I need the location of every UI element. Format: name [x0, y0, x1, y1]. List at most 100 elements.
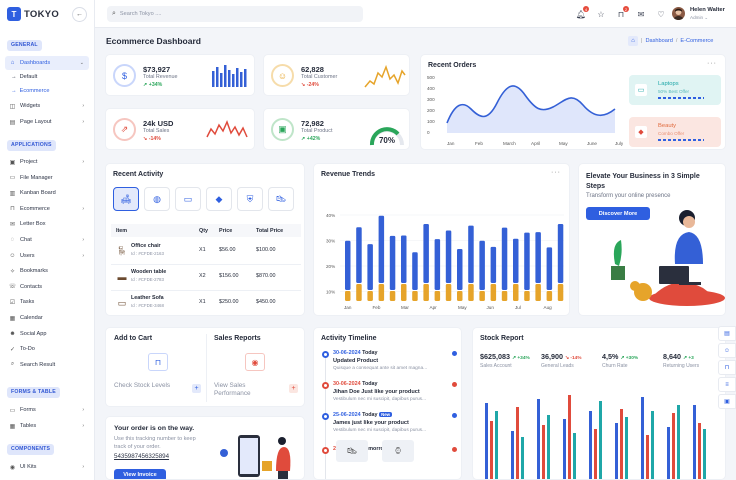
revenue-bar-secondary: [367, 291, 373, 301]
item-total: $870.00: [256, 273, 276, 279]
sales-report-icon[interactable]: ◉: [245, 353, 265, 371]
item-name: Wooden table: [131, 269, 167, 275]
search-input[interactable]: ⌕ Search Tokyo ....: [107, 6, 363, 22]
timeline-dot: [322, 351, 329, 358]
table-row[interactable]: 🪑︎ Office chair Id : #CFDE-2163 X1 $56.00 $10…: [111, 240, 301, 265]
gauge-value: 70%: [379, 136, 395, 145]
revenue-bar-secondary: [389, 291, 396, 301]
tracking-number[interactable]: 5435987456325894: [114, 453, 170, 460]
shoe-image: 👟︎: [336, 440, 368, 462]
nav-app-label: Ecommerce: [20, 205, 50, 212]
nav-app-kanban-board[interactable]: ▥ Kanban Board: [5, 186, 89, 200]
plus-icon[interactable]: +: [289, 384, 298, 393]
nav-app-bookmarks[interactable]: ✧ Bookmarks: [5, 264, 89, 278]
category-icon[interactable]: 🛋︎: [113, 187, 139, 211]
timeline-dot: [322, 382, 329, 389]
stat-label: Total Sales: [143, 128, 170, 134]
category-icon[interactable]: ⛨: [237, 187, 263, 211]
avatar[interactable]: [672, 7, 685, 20]
side-tool-chart[interactable]: ▤: [718, 326, 736, 341]
nav-app-ecommerce[interactable]: ⊓ Ecommerce ›: [5, 202, 89, 216]
side-tool-user[interactable]: ☺: [718, 343, 736, 358]
nav-tables[interactable]: ▦ Tables ›: [5, 419, 89, 433]
check-stock-link[interactable]: Check Stock Levels: [114, 382, 171, 389]
breadcrumb-separator: |: [641, 38, 643, 44]
revenue-bar-primary: [356, 227, 362, 283]
revenue-bar-primary: [445, 230, 452, 283]
more-options-icon[interactable]: ···: [551, 169, 561, 176]
item-name: Office chair: [131, 243, 161, 249]
notification-bell-icon[interactable]: 🔔︎ 4: [575, 6, 589, 19]
col-total: Total Price: [256, 228, 284, 234]
item-id: Id : #CFDE-2783: [131, 277, 164, 282]
plus-icon[interactable]: +: [192, 384, 201, 393]
home-icon[interactable]: ⌂: [628, 36, 638, 46]
nav-sub-default[interactable]: → Default: [11, 71, 37, 83]
mail-icon[interactable]: ✉: [637, 9, 645, 19]
chevron-right-icon: ›: [82, 407, 84, 413]
metric-value: $625,083 ↗ +34%: [480, 352, 530, 361]
category-icon[interactable]: ▭: [175, 187, 201, 211]
product-thumbnail: 🪑︎: [116, 245, 128, 256]
nav-page-layout[interactable]: ▤ Page Layout ›: [5, 115, 89, 129]
nav-widgets[interactable]: ◫ Widgets ›: [5, 99, 89, 113]
stat-card-revenue: $ $73,927 Total Revenue ↗ +34%: [105, 54, 255, 96]
table-row[interactable]: ▬ Wooden table Id : #CFDE-2783 X2 $156.00 $87…: [111, 266, 301, 291]
nav-forms[interactable]: ▭ Forms ›: [5, 403, 89, 417]
cart-icon[interactable]: ⊓: [148, 353, 168, 371]
stat-pct-value: +42%: [306, 136, 321, 142]
collapse-sidebar-button[interactable]: ←: [72, 7, 87, 22]
discover-more-button[interactable]: Discover More: [586, 207, 650, 220]
order-track-card: Your order is on the way. Use this track…: [105, 416, 305, 480]
table-row[interactable]: ▭ Leather Sofa Id : #CFDE-3468 X1 $250.00 $45…: [111, 292, 301, 316]
side-tool-box[interactable]: ▣: [718, 394, 736, 409]
timeline-date: 25-06-2024 Today New: [333, 412, 393, 418]
revenue-bar-secondary: [513, 284, 519, 301]
chevron-right-icon: ›: [82, 119, 84, 125]
nav-ui-kits-label: UI Kits: [20, 464, 37, 470]
nav-sub-ecommerce[interactable]: → Ecommerce: [11, 85, 49, 97]
user-name[interactable]: Helen Walter: [690, 7, 725, 13]
stock-bar: [542, 425, 545, 479]
laptops-offer[interactable]: ▭ Laptops 50% Best Offer: [629, 75, 721, 105]
nav-app-chat[interactable]: ◌ Chat ›: [5, 233, 89, 247]
nav-app-users[interactable]: ☺ Users ›: [5, 249, 89, 263]
category-icon[interactable]: 👟︎: [268, 187, 294, 211]
nav-app-tasks[interactable]: ☑ Tasks: [5, 295, 89, 309]
nav-app-search-result[interactable]: ⌕ Search Result: [5, 358, 89, 372]
cart-icon[interactable]: ⊓ 2: [617, 6, 629, 19]
stock-bar: [568, 395, 571, 479]
nav-app-social-app[interactable]: ☻ Social App: [5, 327, 89, 341]
y-tick: 500: [427, 75, 435, 80]
side-tool-bag[interactable]: ⊓: [718, 360, 736, 375]
nav-app-to-do[interactable]: ✓ To-Do: [5, 342, 89, 356]
category-icon[interactable]: ◍: [144, 187, 170, 211]
side-tool-stack[interactable]: ≡: [718, 377, 736, 392]
nav-app-contacts[interactable]: ☏ Contacts: [5, 280, 89, 294]
category-icon[interactable]: ◆: [206, 187, 232, 211]
beauty-offer[interactable]: ◆ Beauty Combo Offer: [629, 117, 721, 147]
layout-icon: ▤: [9, 119, 16, 126]
view-invoice-button[interactable]: View Invoice: [114, 469, 166, 479]
view-sales-link[interactable]: View Sales Performance: [214, 382, 251, 397]
metric-pct: ↘: [564, 356, 571, 361]
nav-app-file-manager[interactable]: ▭ File Manager: [5, 171, 89, 185]
col-price: Price: [219, 228, 233, 234]
nav-app-calendar[interactable]: ▦ Calendar: [5, 311, 89, 325]
promo-subtitle: Transform your online presence: [586, 193, 671, 199]
revenue-icon: $: [113, 64, 136, 87]
revenue-trends-title: Revenue Trends: [321, 171, 376, 178]
nav-ui-kits[interactable]: ◉ UI Kits ›: [5, 460, 89, 474]
nav-dashboards[interactable]: ⌂ Dashboards ⌄: [5, 56, 89, 70]
breadcrumb-home[interactable]: Dashboard: [645, 38, 673, 44]
home-icon: ⌂: [10, 60, 15, 66]
nav-app-project[interactable]: ▣ Project ›: [5, 155, 89, 169]
logo[interactable]: T TOKYO: [7, 7, 59, 21]
nav-app-label: To-Do: [20, 346, 35, 353]
nav-app-letter-box[interactable]: ✉ Letter Box: [5, 217, 89, 231]
more-options-icon[interactable]: ···: [707, 60, 717, 67]
star-icon[interactable]: ☆: [597, 9, 605, 19]
item-price: $250.00: [219, 299, 239, 305]
help-icon[interactable]: ♡: [657, 9, 665, 19]
nav-page-layout-label: Page Layout: [20, 119, 52, 125]
